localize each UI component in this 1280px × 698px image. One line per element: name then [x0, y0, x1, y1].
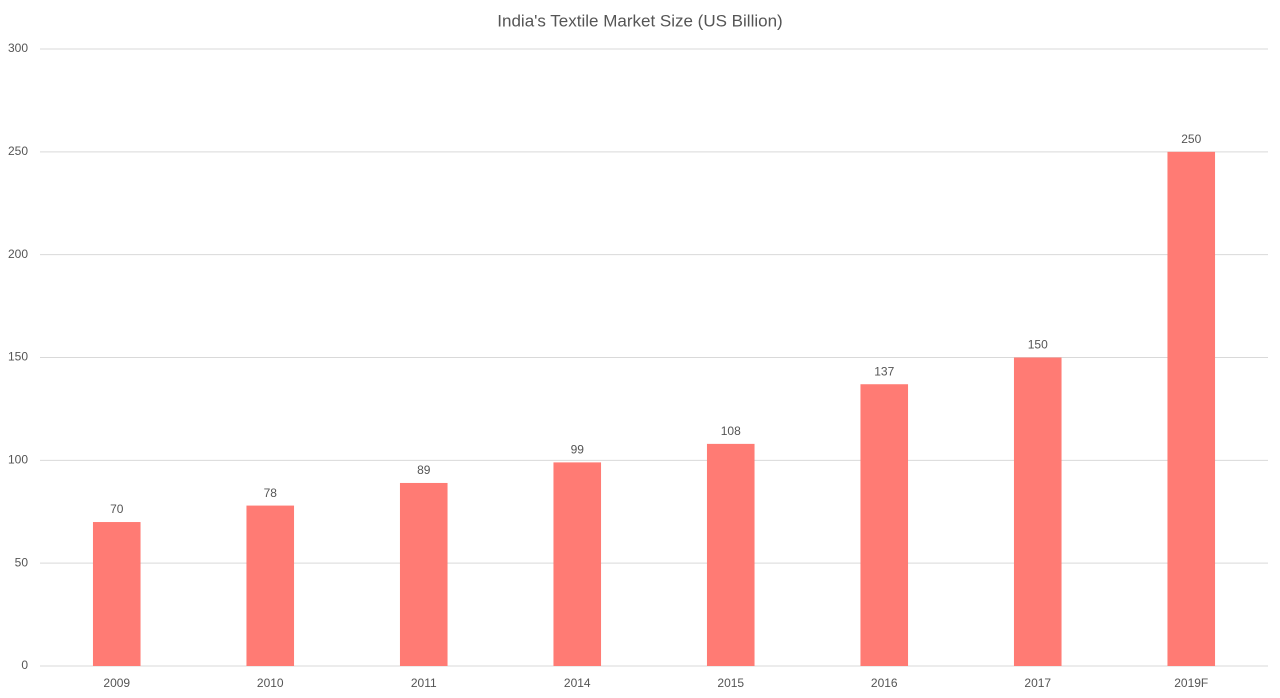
y-tick-label: 300 — [8, 41, 28, 55]
x-tick-label: 2015 — [717, 676, 744, 690]
data-label: 78 — [264, 486, 278, 500]
bar — [553, 462, 602, 666]
data-label: 89 — [417, 463, 431, 477]
x-tick-label: 2014 — [564, 676, 591, 690]
x-tick-label: 2010 — [257, 676, 284, 690]
bar — [860, 384, 909, 666]
x-tick-label: 2009 — [103, 676, 130, 690]
bar — [246, 505, 295, 666]
x-tick-label: 2017 — [1024, 676, 1051, 690]
bar — [1013, 357, 1062, 666]
data-label: 70 — [110, 502, 124, 516]
y-tick-label: 250 — [8, 144, 28, 158]
data-label: 150 — [1028, 338, 1048, 352]
y-tick-label: 100 — [8, 453, 28, 467]
y-tick-label: 150 — [8, 350, 28, 364]
bar — [92, 522, 141, 666]
bar — [399, 482, 448, 666]
bar — [1167, 151, 1216, 667]
x-tick-label: 2011 — [411, 676, 437, 690]
data-label: 99 — [571, 443, 585, 457]
x-tick-label: 2016 — [871, 676, 898, 690]
bar — [706, 443, 755, 666]
data-label: 108 — [721, 424, 741, 438]
y-tick-label: 50 — [15, 555, 29, 569]
chart-title: India's Textile Market Size (US Billion) — [497, 11, 782, 30]
y-tick-label: 0 — [21, 658, 28, 672]
x-tick-label: 2019F — [1174, 676, 1208, 690]
data-label: 250 — [1181, 132, 1201, 146]
data-label: 137 — [874, 364, 894, 378]
y-tick-label: 200 — [8, 247, 28, 261]
